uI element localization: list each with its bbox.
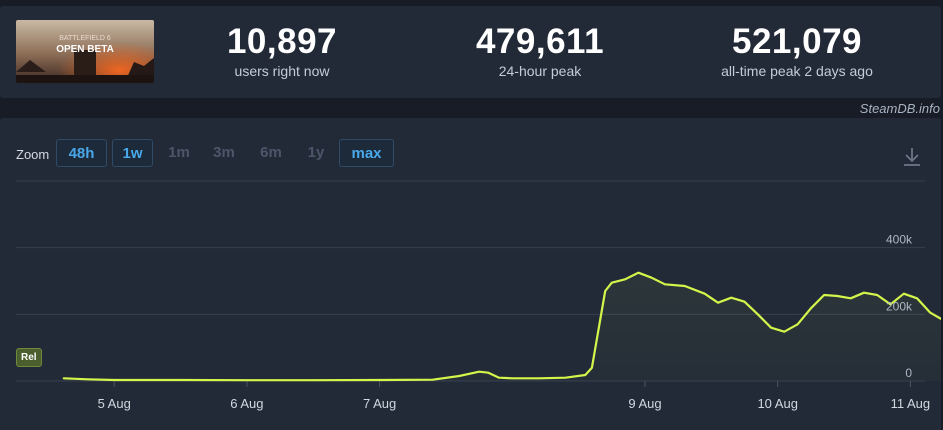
all-time-peak-label: all-time peak 2 days ago xyxy=(721,63,873,79)
y-tick-label: 200k xyxy=(886,299,913,313)
chart-panel: Zoom 48h 1w 1m 3m 6m 1y max 0 200k 400k 5 A… xyxy=(0,118,941,430)
zoom-1w-button[interactable]: 1w xyxy=(112,139,153,167)
daily-peak-value: 479,611 xyxy=(475,22,605,61)
y-tick-label: 0 xyxy=(905,366,912,380)
steamdb-watermark[interactable]: SteamDB.info xyxy=(859,101,940,116)
current-players-stat: 10,897 users right now xyxy=(202,22,362,80)
stats-bar: BATTLEFIELD 6 OPEN BETA 10,897 users rig… xyxy=(0,6,941,98)
x-tick-label: 9 Aug xyxy=(628,396,661,411)
banner-line2: OPEN BETA xyxy=(56,44,114,55)
x-tick-label: 6 Aug xyxy=(230,396,263,411)
x-tick-label: 11 Aug xyxy=(891,396,931,411)
zoom-max-button[interactable]: max xyxy=(339,139,394,167)
player-count-chart[interactable]: 0 200k 400k 5 Aug 6 Aug 7 Aug 9 Aug 10 Aug 11 Au… xyxy=(0,118,941,430)
daily-peak-stat: 479,611 24-hour peak xyxy=(460,22,620,80)
download-icon[interactable] xyxy=(900,145,924,169)
x-tick-label: 7 Aug xyxy=(363,396,396,411)
zoom-3m-button[interactable]: 3m xyxy=(213,144,235,161)
current-players-label: users right now xyxy=(234,63,330,79)
banner-line1: BATTLEFIELD 6 xyxy=(59,35,111,42)
series-line xyxy=(62,271,941,382)
x-tick-label: 5 Aug xyxy=(98,396,131,411)
rel-toggle-button[interactable]: Rel xyxy=(16,348,42,367)
game-banner-image[interactable]: BATTLEFIELD 6 OPEN BETA xyxy=(16,20,154,83)
zoom-1m-button[interactable]: 1m xyxy=(168,144,190,161)
current-players-value: 10,897 xyxy=(226,22,338,61)
series-area xyxy=(63,272,941,381)
y-tick-label: 400k xyxy=(886,233,913,247)
zoom-48h-button[interactable]: 48h xyxy=(56,139,107,167)
daily-peak-label: 24-hour peak xyxy=(498,63,582,79)
all-time-peak-value: 521,079 xyxy=(731,22,863,61)
zoom-label: Zoom xyxy=(16,147,50,162)
all-time-peak-stat: 521,079 all-time peak 2 days ago xyxy=(697,22,897,80)
x-tick-label: 10 Aug xyxy=(757,396,798,411)
zoom-6m-button[interactable]: 6m xyxy=(260,144,282,161)
zoom-1y-button[interactable]: 1y xyxy=(307,144,325,161)
